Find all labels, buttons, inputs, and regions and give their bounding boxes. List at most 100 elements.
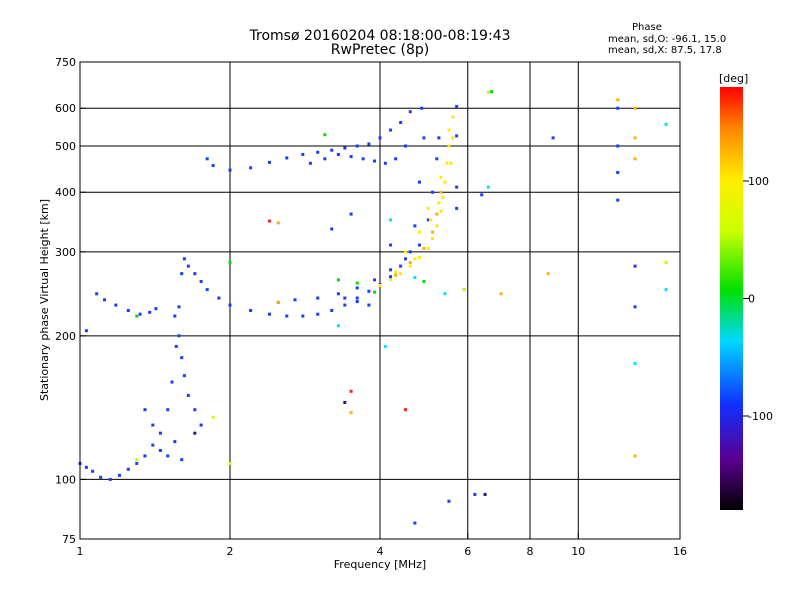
- data-point: [616, 106, 620, 110]
- data-point: [616, 198, 620, 202]
- data-point: [455, 185, 459, 189]
- data-point: [413, 521, 417, 525]
- data-point: [343, 303, 347, 307]
- data-point: [316, 150, 320, 154]
- data-point: [217, 296, 221, 300]
- data-point: [186, 264, 190, 268]
- data-point: [451, 115, 455, 119]
- data-point: [486, 185, 490, 189]
- data-point: [403, 250, 407, 254]
- data-points: [78, 90, 668, 525]
- data-point: [383, 161, 387, 165]
- data-point: [330, 308, 334, 312]
- data-point: [336, 152, 340, 156]
- data-point: [417, 230, 421, 234]
- y-tick-label: 400: [55, 186, 76, 199]
- data-point: [186, 393, 190, 397]
- data-point: [267, 312, 271, 316]
- data-point: [180, 356, 184, 360]
- data-point: [301, 152, 305, 156]
- chart-subtitle: RwPretec (8p): [330, 42, 430, 58]
- data-point: [166, 408, 170, 412]
- data-point: [428, 218, 432, 222]
- phase-stats-title: Phase: [632, 22, 662, 33]
- y-tick-label: 75: [62, 533, 76, 546]
- data-point: [447, 144, 451, 148]
- x-tick-label: 2: [227, 545, 234, 558]
- data-point: [267, 219, 271, 223]
- data-point: [193, 431, 197, 435]
- data-point: [473, 492, 477, 496]
- data-point: [441, 195, 445, 199]
- data-point: [633, 361, 637, 365]
- data-point: [151, 423, 155, 427]
- data-point: [373, 159, 377, 163]
- data-point: [336, 278, 340, 282]
- x-tick-label: 16: [673, 545, 687, 558]
- data-point: [455, 206, 459, 210]
- data-point: [426, 206, 430, 210]
- data-point: [633, 264, 637, 268]
- data-point: [633, 136, 637, 140]
- data-point: [403, 144, 407, 148]
- data-point: [417, 180, 421, 184]
- data-point: [389, 218, 393, 222]
- x-tick-label: 6: [464, 545, 471, 558]
- data-point: [439, 190, 443, 194]
- x-tick-label: 8: [527, 545, 534, 558]
- data-point: [182, 257, 186, 261]
- data-point: [228, 260, 232, 264]
- data-point: [437, 201, 441, 205]
- data-point: [330, 148, 334, 152]
- data-point: [143, 454, 147, 458]
- data-point: [349, 212, 353, 216]
- data-point: [343, 400, 347, 404]
- y-tick-label: 750: [55, 56, 76, 69]
- data-point: [445, 161, 449, 165]
- data-point: [426, 246, 430, 250]
- data-point: [403, 408, 407, 412]
- data-point: [447, 128, 451, 132]
- x-axis-ticks: 1 2 4 6 8 10 16: [77, 533, 687, 558]
- data-point: [323, 133, 327, 137]
- data-point: [389, 268, 393, 272]
- data-point: [633, 305, 637, 309]
- data-point: [114, 303, 118, 307]
- data-point: [413, 257, 417, 261]
- data-point: [462, 288, 466, 292]
- data-point: [616, 170, 620, 174]
- data-point: [316, 296, 320, 300]
- colorbar-tick-label: -100: [748, 410, 773, 423]
- data-point: [158, 448, 162, 452]
- data-point: [276, 300, 280, 304]
- data-point: [413, 276, 417, 280]
- data-point: [422, 246, 426, 250]
- data-point: [135, 314, 139, 318]
- data-point: [373, 278, 377, 282]
- data-point: [431, 230, 435, 234]
- data-point: [180, 272, 184, 276]
- data-point: [108, 477, 112, 481]
- data-point: [447, 499, 451, 503]
- data-point: [408, 110, 412, 114]
- data-point: [193, 408, 197, 412]
- data-point: [435, 212, 439, 216]
- data-point: [480, 193, 484, 197]
- data-point: [408, 250, 412, 254]
- data-point: [443, 292, 447, 296]
- data-point: [367, 289, 371, 293]
- data-point: [373, 290, 377, 294]
- chart-title: Tromsø 20160204 08:18:00-08:19:43: [249, 28, 511, 44]
- data-point: [439, 209, 443, 213]
- data-point: [148, 310, 152, 314]
- data-point: [154, 307, 158, 311]
- data-point: [455, 134, 459, 138]
- data-point: [193, 272, 197, 276]
- y-axis-label: Stationary phase Virtual Height [km]: [38, 199, 51, 401]
- data-point: [293, 298, 297, 302]
- data-point: [316, 312, 320, 316]
- data-point: [389, 243, 393, 247]
- data-point: [91, 469, 95, 473]
- data-point: [367, 303, 371, 307]
- data-point: [151, 443, 155, 447]
